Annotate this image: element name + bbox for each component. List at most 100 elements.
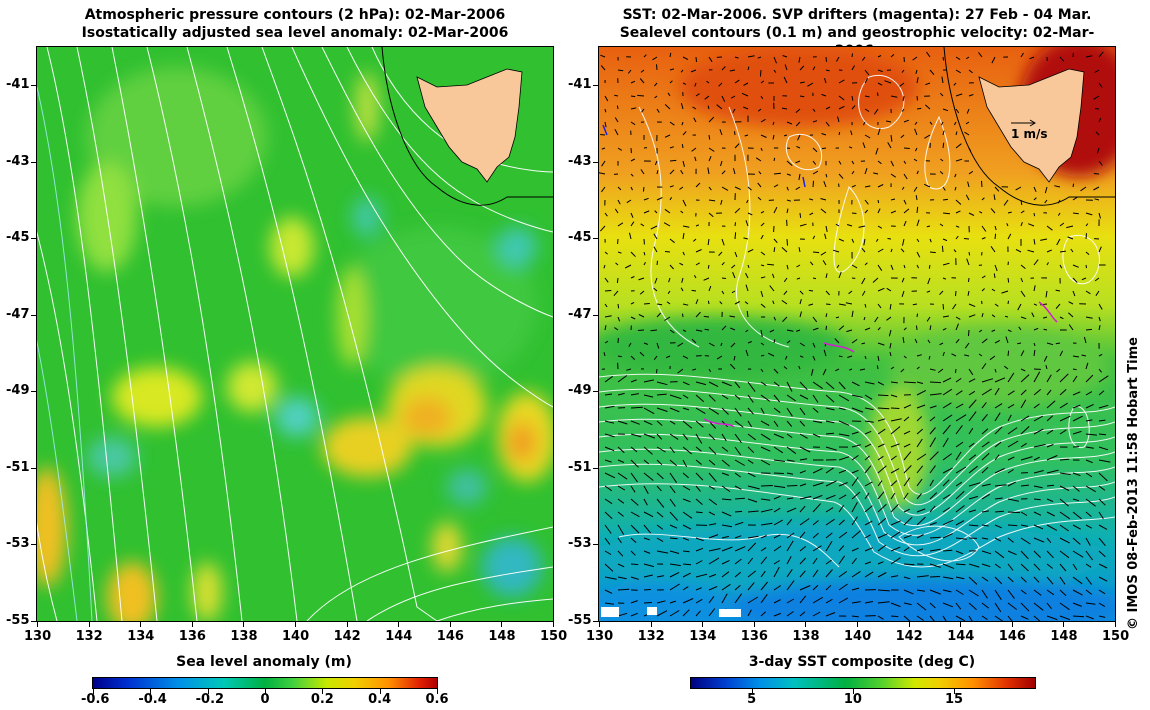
- velocity-arrow: [682, 537, 690, 541]
- velocity-arrow: [760, 485, 773, 487]
- velocity-arrow: [968, 399, 977, 409]
- velocity-arrow: [942, 563, 955, 570]
- velocity-arrow: [1046, 429, 1054, 435]
- velocity-arrow: [890, 381, 898, 384]
- velocity-arrow: [864, 134, 871, 139]
- velocity-arrow: [861, 247, 866, 253]
- velocity-arrow: [1007, 440, 1019, 448]
- sst-map[interactable]: 1 m/s: [598, 46, 1116, 622]
- velocity-arrow: [643, 394, 654, 398]
- velocity-arrow: [901, 290, 905, 297]
- velocity-arrow: [757, 196, 762, 201]
- velocity-arrow: [1020, 399, 1027, 409]
- velocity-arrow: [773, 545, 782, 552]
- velocity-arrow: [1007, 350, 1010, 357]
- velocity-arrow: [643, 407, 655, 415]
- velocity-arrow: [1098, 324, 1101, 331]
- velocity-arrow: [1085, 316, 1093, 319]
- velocity-arrow: [872, 277, 879, 283]
- velocity-arrow: [708, 342, 715, 347]
- velocity-arrow: [630, 301, 635, 305]
- velocity-arrow: [669, 169, 675, 175]
- velocity-arrow: [1085, 251, 1090, 255]
- velocity-arrow: [1085, 563, 1092, 568]
- velocity-arrow: [877, 128, 881, 136]
- velocity-arrow: [734, 546, 746, 552]
- velocity-arrow: [760, 134, 767, 138]
- velocity-arrow: [734, 79, 740, 84]
- velocity-arrow: [966, 258, 970, 266]
- velocity-arrow: [914, 121, 918, 125]
- velocity-arrow: [786, 208, 789, 214]
- velocity-arrow: [851, 444, 862, 448]
- velocity-arrow: [968, 427, 974, 435]
- velocity-arrow: [604, 459, 612, 463]
- velocity-arrow: [786, 420, 793, 427]
- velocity-arrow: [747, 341, 752, 344]
- velocity-arrow: [1059, 576, 1066, 585]
- velocity-arrow: [1046, 249, 1053, 253]
- velocity-arrow: [617, 392, 625, 396]
- velocity-arrow: [799, 458, 808, 461]
- velocity-arrow: [694, 82, 697, 87]
- velocity-arrow: [812, 170, 819, 175]
- velocity-arrow: [838, 394, 850, 402]
- velocity-arrow: [682, 524, 692, 530]
- velocity-arrow: [823, 181, 827, 188]
- velocity-arrow: [942, 615, 947, 621]
- velocity-arrow: [966, 108, 970, 114]
- velocity-arrow: [604, 589, 613, 594]
- velocity-arrow: [968, 94, 974, 97]
- velocity-arrow: [604, 405, 615, 409]
- velocity-arrow: [838, 131, 841, 136]
- velocity-arrow: [760, 381, 767, 387]
- velocity-arrow: [1098, 524, 1108, 530]
- velocity-arrow: [966, 56, 970, 60]
- right-lon-tick: 150: [1102, 629, 1130, 644]
- velocity-arrow: [847, 355, 853, 358]
- velocity-arrow: [708, 116, 715, 123]
- velocity-arrow: [604, 303, 608, 308]
- velocity-arrow: [954, 173, 957, 178]
- velocity-arrow: [850, 130, 853, 136]
- velocity-arrow: [929, 69, 935, 76]
- velocity-arrow: [734, 535, 742, 539]
- velocity-arrow: [773, 157, 776, 162]
- velocity-arrow: [874, 316, 879, 323]
- velocity-arrow: [916, 404, 926, 409]
- velocity-arrow: [1070, 248, 1074, 253]
- velocity-arrow: [877, 491, 885, 500]
- velocity-arrow: [1040, 238, 1048, 241]
- velocity-arrow: [654, 82, 658, 87]
- velocity-arrow: [1098, 419, 1106, 422]
- left-colorbar-label: Sea level anomaly (m): [176, 654, 352, 670]
- sea-level-anomaly-map[interactable]: [36, 46, 554, 622]
- velocity-arrow: [630, 600, 638, 604]
- velocity-arrow: [1033, 615, 1041, 621]
- velocity-arrow: [773, 585, 782, 591]
- velocity-arrow: [838, 407, 846, 411]
- velocity-arrow: [915, 69, 918, 74]
- velocity-arrow: [851, 491, 861, 500]
- left-lon-tick: 150: [540, 629, 568, 644]
- velocity-arrow: [903, 381, 916, 384]
- velocity-arrow: [1095, 290, 1100, 296]
- velocity-arrow: [955, 425, 963, 435]
- velocity-arrow: [638, 277, 645, 281]
- velocity-arrow: [824, 233, 827, 240]
- colorbar-tick-label: 15: [945, 692, 964, 707]
- velocity-arrow: [1094, 277, 1100, 282]
- velocity-arrow: [773, 566, 780, 578]
- velocity-arrow: [786, 433, 793, 439]
- velocity-arrow: [838, 482, 848, 487]
- velocity-arrow: [773, 472, 784, 474]
- velocity-arrow: [691, 338, 697, 344]
- velocity-arrow: [916, 251, 921, 258]
- velocity-arrow: [877, 225, 883, 229]
- velocity-arrow: [1072, 183, 1075, 188]
- velocity-arrow: [630, 524, 640, 534]
- velocity-arrow: [680, 287, 684, 292]
- left-lat-tick: -45: [6, 230, 30, 246]
- velocity-arrow: [721, 498, 732, 501]
- velocity-arrow: [955, 323, 959, 331]
